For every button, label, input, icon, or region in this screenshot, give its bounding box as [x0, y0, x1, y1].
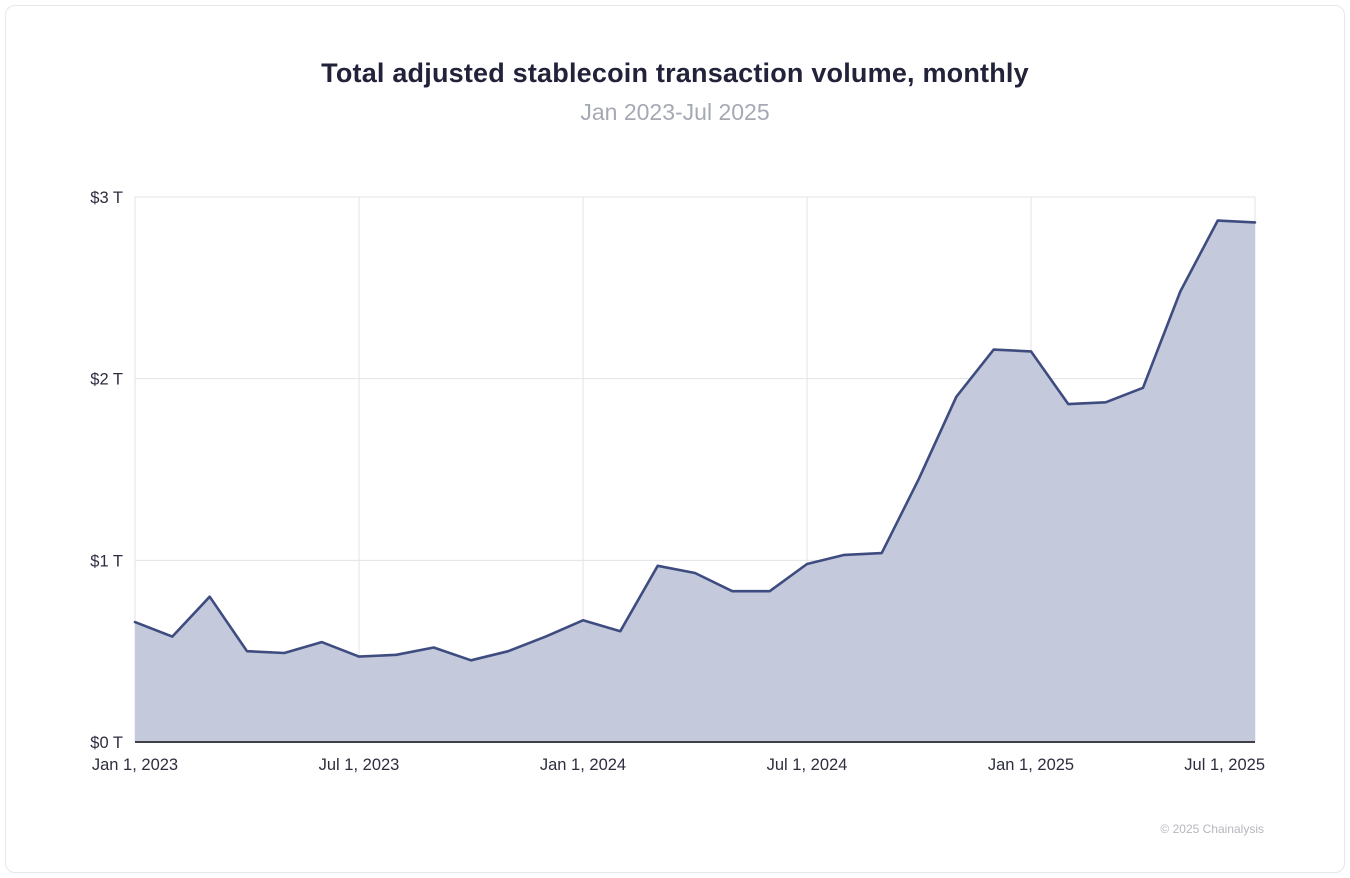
- x-tick-label: Jul 1, 2023: [319, 756, 400, 774]
- y-tick-label: $0 T: [90, 734, 123, 752]
- attribution: © 2025 Chainalysis: [1160, 822, 1264, 836]
- x-tick-label: Jan 1, 2024: [540, 756, 626, 774]
- y-tick-label: $1 T: [90, 552, 123, 570]
- chart-title: Total adjusted stablecoin transaction vo…: [321, 58, 1029, 88]
- series-line: [133, 219, 1257, 662]
- x-tick-label: Jan 1, 2023: [92, 756, 178, 774]
- y-tick-label: $3 T: [90, 189, 123, 207]
- y-tick-label: $2 T: [90, 371, 123, 389]
- series-area-fill: [135, 220, 1255, 743]
- x-tick-label: Jan 1, 2025: [988, 756, 1074, 774]
- chart-subtitle: Jan 2023-Jul 2025: [580, 99, 770, 125]
- x-tick-label: Jul 1, 2025: [1184, 756, 1265, 774]
- x-tick-label: Jul 1, 2024: [767, 756, 848, 774]
